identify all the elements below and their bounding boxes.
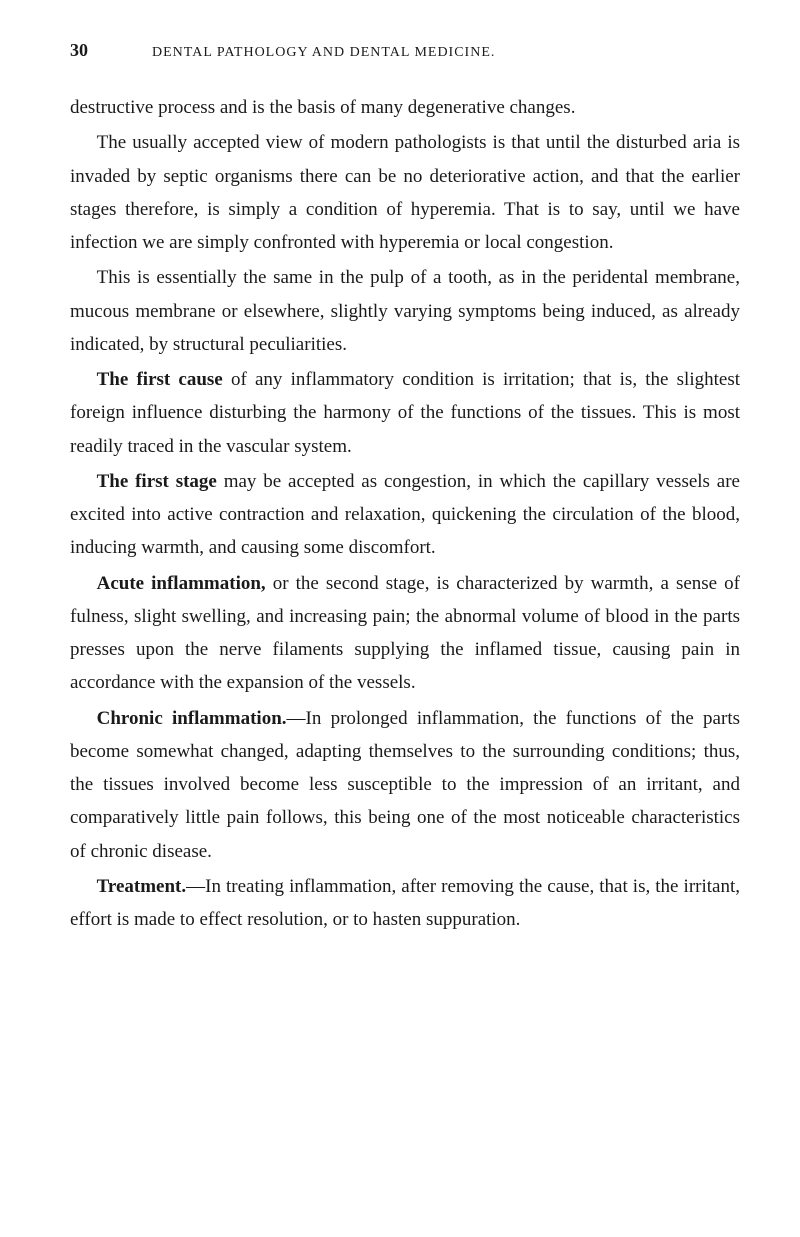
bold-heading-treatment: Treatment. — [97, 876, 187, 897]
page-header: 30 DENTAL PATHOLOGY AND DENTAL MEDICINE. — [70, 40, 740, 61]
bold-heading-first-stage: The first stage — [97, 471, 217, 492]
paragraph-1: destructive process and is the basis of … — [70, 91, 740, 124]
paragraph-7: Chronic inflammation.—In prolonged infla… — [70, 702, 740, 868]
paragraph-4: The first cause of any inflammatory cond… — [70, 363, 740, 463]
header-title: DENTAL PATHOLOGY AND DENTAL MEDICINE. — [152, 45, 495, 61]
paragraph-6: Acute inflammation, or the second stage,… — [70, 567, 740, 700]
paragraph-7-text: —In prolonged inflammation, the function… — [70, 708, 740, 862]
page-number: 30 — [70, 40, 88, 61]
bold-heading-acute: Acute inflammation, — [97, 573, 266, 594]
paragraph-8: Treatment.—In treating inflammation, aft… — [70, 870, 740, 937]
paragraph-5: The first stage may be accepted as conge… — [70, 465, 740, 565]
body-text: destructive process and is the basis of … — [70, 91, 740, 936]
bold-heading-chronic: Chronic inflammation. — [97, 708, 287, 729]
bold-heading-first-cause: The first cause — [97, 369, 223, 390]
paragraph-2: The usually accepted view of modern path… — [70, 126, 740, 259]
paragraph-3: This is essentially the same in the pulp… — [70, 261, 740, 361]
